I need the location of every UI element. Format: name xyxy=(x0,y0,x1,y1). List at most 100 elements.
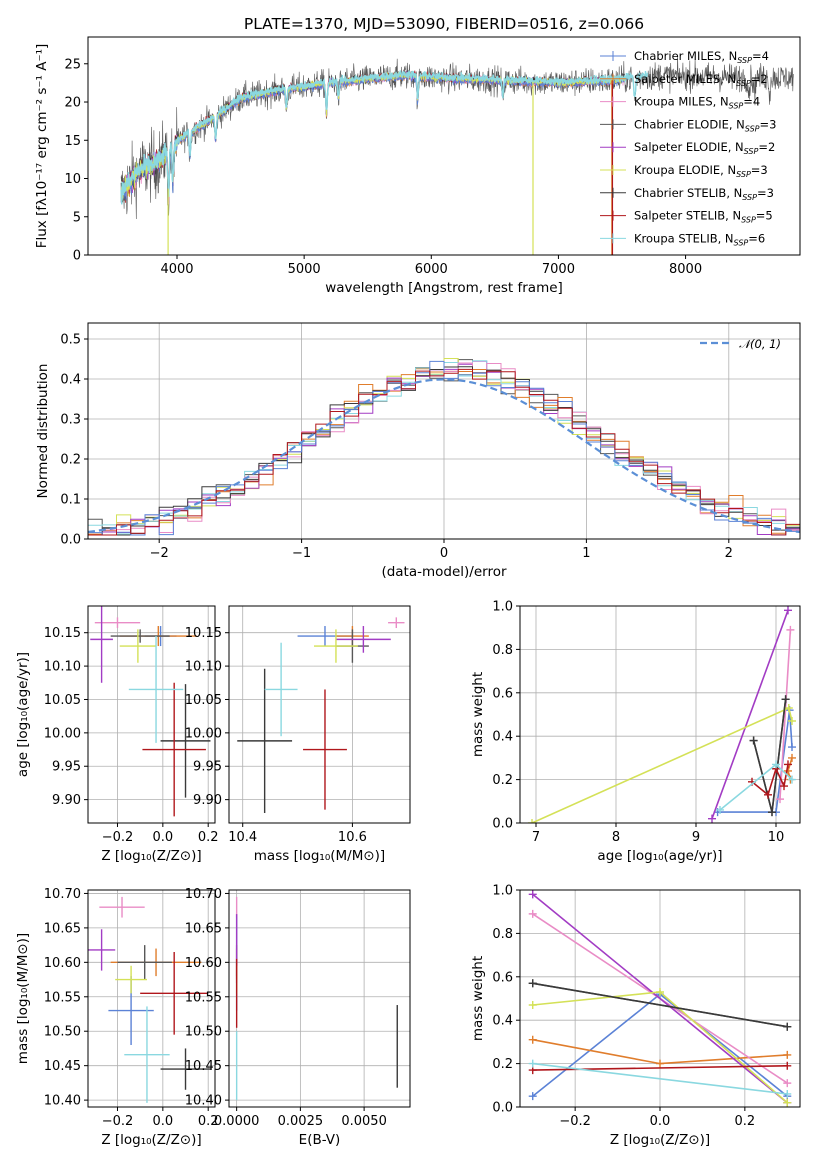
mass-weight-vs-Z-series-line xyxy=(532,893,788,1104)
legend-label: Salpeter STELIB, N xyxy=(634,209,741,223)
mass-weight-vs-age-xtick-label: 9 xyxy=(692,830,700,845)
mass-weight-vs-age-frame xyxy=(519,605,801,824)
mass-weight-vs-age-xtick-label: 8 xyxy=(612,830,620,845)
mass-vs-EBV-ytick-label: 10.70 xyxy=(185,887,222,902)
age-vs-Z-ytick-label: 9.90 xyxy=(52,793,81,808)
spectrum-model-line xyxy=(120,70,625,203)
mass-weight-vs-Z-xtick-label: 0.2 xyxy=(735,1114,756,1129)
legend-value: =3 xyxy=(757,186,774,200)
residuals-ytick-label: 0.1 xyxy=(60,493,81,508)
residuals-ytick-label: 0.4 xyxy=(60,373,81,388)
spectrum-ytick-label: 0 xyxy=(73,249,81,264)
mass-weight-vs-age-marker xyxy=(749,736,758,745)
mass-weight-vs-age-marker xyxy=(788,753,796,762)
age-vs-Z-ytick-label: 9.95 xyxy=(52,760,81,775)
mass-weight-vs-Z-xtick-label: 0.0 xyxy=(650,1114,671,1129)
mass-vs-EBV-ytick-label: 10.60 xyxy=(185,956,222,971)
mass-weight-vs-age-marker xyxy=(528,819,536,823)
age-vs-Z-ytick-label: 10.15 xyxy=(44,626,81,641)
legend-subscript: SSP xyxy=(745,124,760,133)
spectrum-model-line xyxy=(120,72,625,205)
age-vs-mass-ytick-label: 9.95 xyxy=(193,760,222,775)
spectrum-model-line xyxy=(120,74,625,201)
mass-weight-vs-age-marker xyxy=(768,808,776,817)
mass-weight-vs-Z-ytick-label: 1.0 xyxy=(492,884,513,899)
age-vs-Z-xtick-label: 0.2 xyxy=(198,830,219,845)
legend-entry: Salpeter STELIB, NSSP=5 xyxy=(634,209,773,225)
age-vs-Z-xlabel: Z [log₁₀(Z/Z⊙)] xyxy=(101,848,201,864)
mass-vs-EBV-ytick-label: 10.45 xyxy=(185,1059,222,1074)
mass-vs-EBV-ytick-label: 10.65 xyxy=(185,921,222,936)
mass-weight-vs-Z-ytick-label: 0.6 xyxy=(492,970,513,985)
age-vs-Z-frame xyxy=(87,605,216,824)
residuals-xtick-label: 1 xyxy=(582,546,590,561)
mass-weight-vs-age-series-line xyxy=(711,610,789,819)
age-vs-mass-ytick-label: 10.15 xyxy=(185,626,222,641)
mass-weight-vs-Z-ytick-label: 0.0 xyxy=(492,1101,513,1116)
age-vs-Z-xtick-label: 0.0 xyxy=(152,830,173,845)
age-vs-mass-frame xyxy=(228,605,411,824)
age-vs-Z-ylabel: age [log₁₀(age/yr)] xyxy=(15,652,31,777)
mass-vs-EBV-ytick-label: 10.55 xyxy=(185,990,222,1005)
legend-value: =3 xyxy=(751,163,768,177)
spectrum-ytick-label: 5 xyxy=(73,210,81,225)
mass-weight-vs-age-ytick-label: 1.0 xyxy=(492,600,513,615)
legend-entry: Kroupa MILES, NSSP=4 xyxy=(634,95,760,111)
mass-vs-Z-ytick-label: 10.45 xyxy=(44,1059,81,1074)
legend-entry: Chabrier ELODIE, NSSP=3 xyxy=(634,117,776,133)
residuals-ytick-label: 0.5 xyxy=(60,333,81,348)
age-vs-mass-xtick-label: 10.4 xyxy=(228,830,257,845)
spectrum-model-line xyxy=(120,70,649,205)
mass-weight-vs-age-series-line xyxy=(531,706,793,823)
legend-label: Chabrier STELIB, N xyxy=(634,186,742,200)
legend-entry: Kroupa ELODIE, NSSP=3 xyxy=(634,163,768,179)
mass-weight-vs-Z-ytick-label: 0.4 xyxy=(492,1014,513,1029)
mass-weight-vs-Z-marker xyxy=(783,1022,792,1031)
legend-subscript: SSP xyxy=(736,79,751,88)
mass-vs-EBV-xtick-label: 0.0000 xyxy=(214,1114,260,1129)
legend-value: =6 xyxy=(748,231,765,245)
residual-histogram xyxy=(88,368,800,539)
legend-subscript: SSP xyxy=(737,56,752,65)
legend-label: Chabrier ELODIE, N xyxy=(634,117,745,131)
mass-vs-EBV-ytick-label: 10.50 xyxy=(185,1025,222,1040)
legend-subscript: SSP xyxy=(741,216,756,225)
legend-subscript: SSP xyxy=(736,170,751,179)
mass-vs-Z-ytick-label: 10.50 xyxy=(44,1025,81,1040)
age-vs-mass-ytick-label: 9.90 xyxy=(193,793,222,808)
legend-subscript: SSP xyxy=(729,102,744,111)
legend-value: =2 xyxy=(758,140,775,154)
spectrum-title: PLATE=1370, MJD=53090, FIBERID=0516, z=0… xyxy=(244,15,644,33)
mass-weight-vs-age-marker xyxy=(786,625,795,634)
legend-label: Salpeter MILES, N xyxy=(634,72,736,86)
mass-weight-vs-Z-marker xyxy=(783,1061,792,1070)
mass-weight-vs-Z-marker xyxy=(783,1098,792,1107)
residuals-xtick-label: 0 xyxy=(440,546,448,561)
legend-subscript: SSP xyxy=(742,193,757,202)
mass-weight-vs-age-xtick-label: 7 xyxy=(532,830,540,845)
spectrum-ytick-label: 15 xyxy=(64,134,81,149)
mass-weight-vs-Z-marker xyxy=(528,1059,537,1068)
mass-vs-Z-xlabel: Z [log₁₀(Z/Z⊙)] xyxy=(101,1132,201,1148)
legend-value: =2 xyxy=(751,72,768,86)
mass-weight-vs-age-marker xyxy=(788,743,796,752)
legend-value: =5 xyxy=(756,209,773,223)
mass-weight-vs-Z-marker xyxy=(783,1079,792,1088)
mass-vs-Z-ytick-label: 10.70 xyxy=(44,887,81,902)
age-vs-Z-ytick-label: 10.10 xyxy=(44,660,81,675)
spectrum-model-line xyxy=(120,72,625,201)
legend-label: Kroupa STELIB, N xyxy=(634,231,734,245)
legend-subscript: SSP xyxy=(744,147,759,156)
mass-weight-vs-Z-marker xyxy=(528,1001,537,1010)
residuals-ylabel: Normed distribution xyxy=(35,364,51,499)
mass-vs-Z-ylabel: mass [log₁₀(M/M⊙)] xyxy=(15,933,31,1064)
spectrum-model-line xyxy=(120,70,625,203)
mass-vs-Z-xtick-label: 0.0 xyxy=(152,1114,173,1129)
residuals-ytick-label: 0.2 xyxy=(60,453,81,468)
mass-vs-Z-ytick-label: 10.55 xyxy=(44,990,81,1005)
mass-vs-Z-xtick-label: −0.2 xyxy=(102,1114,134,1129)
legend-label: Salpeter ELODIE, N xyxy=(634,140,744,154)
legend-label: Kroupa ELODIE, N xyxy=(634,163,736,177)
spectrum-xtick-label: 4000 xyxy=(160,262,193,277)
